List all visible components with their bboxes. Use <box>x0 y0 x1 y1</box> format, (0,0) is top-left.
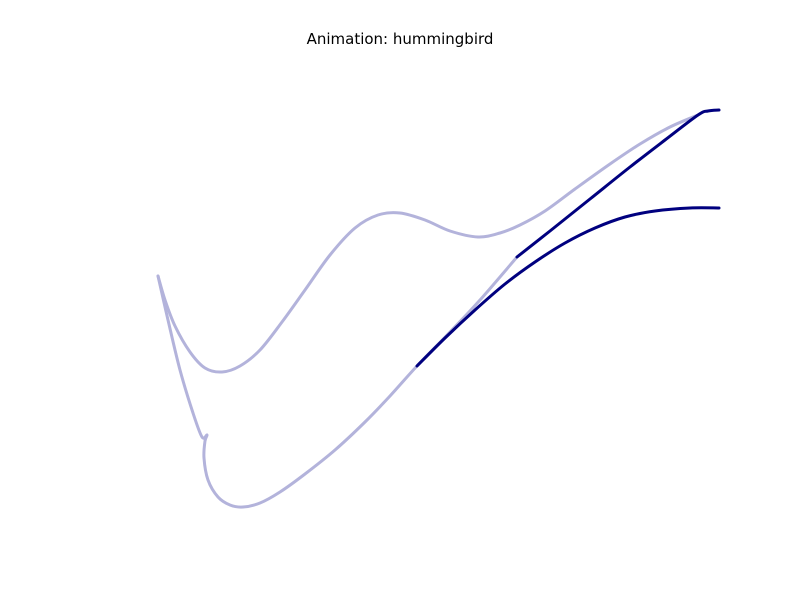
chart-title: Animation: hummingbird <box>306 30 494 48</box>
upper-trail-active-line <box>515 108 721 259</box>
upper-trail-faded-line <box>156 113 700 374</box>
lower-trail-active-line <box>415 206 721 368</box>
lower-trail-faded-line <box>156 255 519 509</box>
trails-group <box>156 108 721 509</box>
